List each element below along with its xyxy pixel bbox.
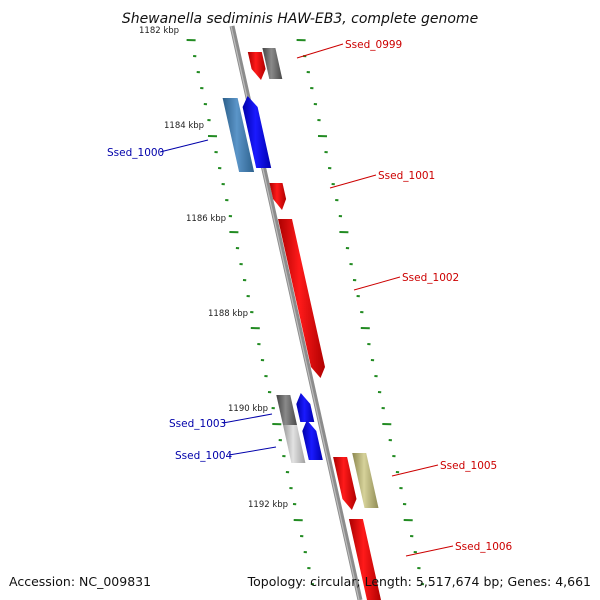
map-title: Shewanella sediminis HAW-EB3, complete g… [122,11,478,27]
ssed-1006-gene[interactable] [348,519,381,600]
leader-ssed-1006 [405,545,454,557]
leader-ssed-1001 [329,174,377,189]
leader-ssed-1005 [391,464,439,477]
ssed-1004-partner-gene[interactable] [302,420,323,460]
scale-label-1190: 1190 kbp [228,404,268,414]
gene-label-ssed-0999[interactable]: Ssed_0999 [345,39,402,51]
gene-features [222,48,381,600]
ssed-1005-gene[interactable] [333,457,357,510]
ssed-1000-gene[interactable] [222,98,255,172]
gene-label-ssed-1002[interactable]: Ssed_1002 [402,272,459,284]
ssed-1004-gene[interactable] [283,425,306,463]
leader-ssed-1004 [228,446,277,456]
scale-label-1192: 1192 kbp [248,500,288,510]
scale-ticks [186,39,425,586]
scale-label-1182: 1182 kbp [139,26,179,36]
leader-ssed-0999 [296,43,344,59]
gene-label-ssed-1003[interactable]: Ssed_1003 [169,418,226,430]
leader-ssed-1002 [353,276,401,291]
accession-text: Accession: NC_009831 [9,574,151,589]
scale-label-1184: 1184 kbp [164,121,204,131]
ssed-1002-gene[interactable] [278,219,325,378]
ssed-1001-gene[interactable] [269,183,287,210]
gene-label-ssed-1004[interactable]: Ssed_1004 [175,450,233,462]
gene-label-ssed-1001[interactable]: Ssed_1001 [378,170,435,182]
gene-label-ssed-1000[interactable]: Ssed_1000 [107,147,164,159]
genome-summary-text: Topology: circular; Length: 5,517,674 bp… [247,574,591,589]
ssed-1000-partner-gene[interactable] [242,96,272,168]
ssed-1003-gene[interactable] [276,395,297,425]
scale-label-1188: 1188 kbp [208,309,248,319]
label-leaders [159,43,454,557]
leader-ssed-1003 [222,413,273,424]
ssed-0999-neighbor-feature[interactable] [262,48,283,79]
gene-label-ssed-1006[interactable]: Ssed_1006 [455,541,513,553]
leader-ssed-1000 [159,139,209,153]
ssed-1005-neighbor-feature[interactable] [352,453,379,508]
ssed-1003-partner-gene[interactable] [296,393,315,422]
ssed-0999-gene[interactable] [247,52,266,80]
scale-label-1186: 1186 kbp [186,214,226,224]
gene-label-ssed-1005[interactable]: Ssed_1005 [440,460,497,472]
